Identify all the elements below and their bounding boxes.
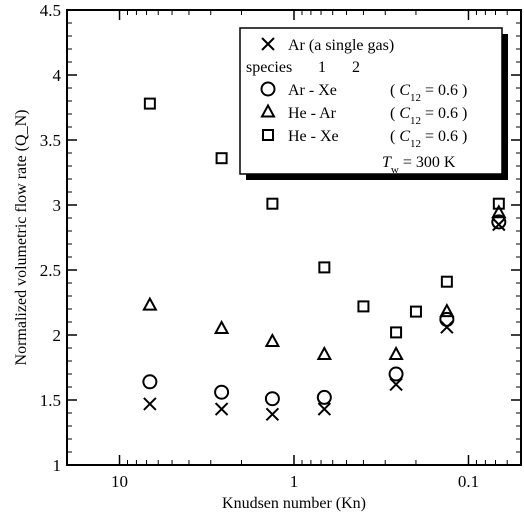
data-point-x [492, 217, 506, 232]
data-point-square [409, 305, 422, 318]
legend-label-concentration: ( C12 = 0.6 ) [390, 128, 467, 150]
data-point-triangle [213, 319, 230, 334]
data-point-square [390, 326, 403, 339]
data-point-square [143, 97, 156, 110]
data-point-circle [491, 214, 507, 230]
data-point-circle [439, 311, 455, 327]
legend: Ar (a single gas) species 1 2 Ar - Xe ( C12 =… [239, 27, 508, 180]
data-point-x [265, 407, 280, 422]
data-point-triangle [491, 204, 507, 219]
data-point-triangle [142, 296, 158, 311]
series-circle [142, 214, 507, 407]
legend-marker-x [261, 37, 275, 51]
series-square [143, 97, 505, 339]
y-tick-label: 4.5 [40, 1, 61, 20]
y-axis-title: Normalized volumetric flow rate (Q_N) [13, 110, 30, 366]
legend-label-pair: Ar - Xe [288, 82, 337, 99]
legend-species-1: 1 [318, 59, 326, 76]
legend-label-concentration: ( C12 = 0.6 ) [390, 105, 467, 127]
y-tick-label: 2.5 [40, 261, 61, 280]
legend-species-2: 2 [352, 59, 360, 76]
data-point-square [318, 261, 331, 274]
data-point-circle [388, 366, 404, 382]
data-point-square [266, 197, 279, 210]
data-point-circle [142, 374, 158, 390]
data-point-square [440, 275, 453, 288]
legend-label-pair: He - Xe [288, 128, 339, 145]
legend-box [239, 27, 503, 175]
x-tick-label: 10 [111, 472, 128, 491]
data-point-circle [214, 384, 230, 400]
x-axis-title: Knudsen number (Kn) [222, 495, 366, 512]
data-point-x [317, 402, 332, 416]
y-tick-label: 1 [53, 456, 62, 475]
y-tick-label: 2 [53, 326, 62, 345]
data-point-x [214, 402, 229, 416]
data-point-triangle [388, 345, 404, 360]
legend-species-label: species [246, 59, 292, 76]
data-point-circle [316, 389, 332, 405]
x-tick-label: 1 [290, 472, 299, 491]
data-point-triangle [264, 332, 281, 347]
data-point-square [357, 300, 370, 313]
y-tick-label: 3 [53, 196, 62, 215]
data-point-circle [264, 391, 280, 407]
legend-label-pair: He - Ar [288, 105, 337, 122]
data-point-square [492, 197, 505, 210]
data-point-x [143, 397, 157, 411]
legend-marker-triangle [260, 103, 276, 118]
plot-area: 1 1.5 2 2.5 3 3.5 4 4.5 10 1 0.1 Knudsen number (Kn… [13, 1, 522, 512]
data-point-triangle [316, 345, 333, 360]
legend-marker-circle [260, 81, 276, 97]
legend-label-ar: Ar (a single gas) [288, 37, 394, 54]
data-point-square [215, 152, 228, 165]
x-tick-label: 0.1 [458, 472, 479, 491]
legend-marker-square [262, 129, 274, 141]
data-point-x [389, 377, 403, 392]
data-point-triangle [439, 303, 455, 318]
y-tick-label: 3.5 [40, 131, 61, 150]
legend-temperature: Tw = 300 K [382, 154, 456, 176]
y-tick-label: 1.5 [40, 391, 61, 410]
y-tick-label: 4 [53, 66, 62, 85]
legend-label-concentration: ( C12 = 0.6 ) [390, 82, 467, 104]
series-triangle [142, 204, 507, 360]
